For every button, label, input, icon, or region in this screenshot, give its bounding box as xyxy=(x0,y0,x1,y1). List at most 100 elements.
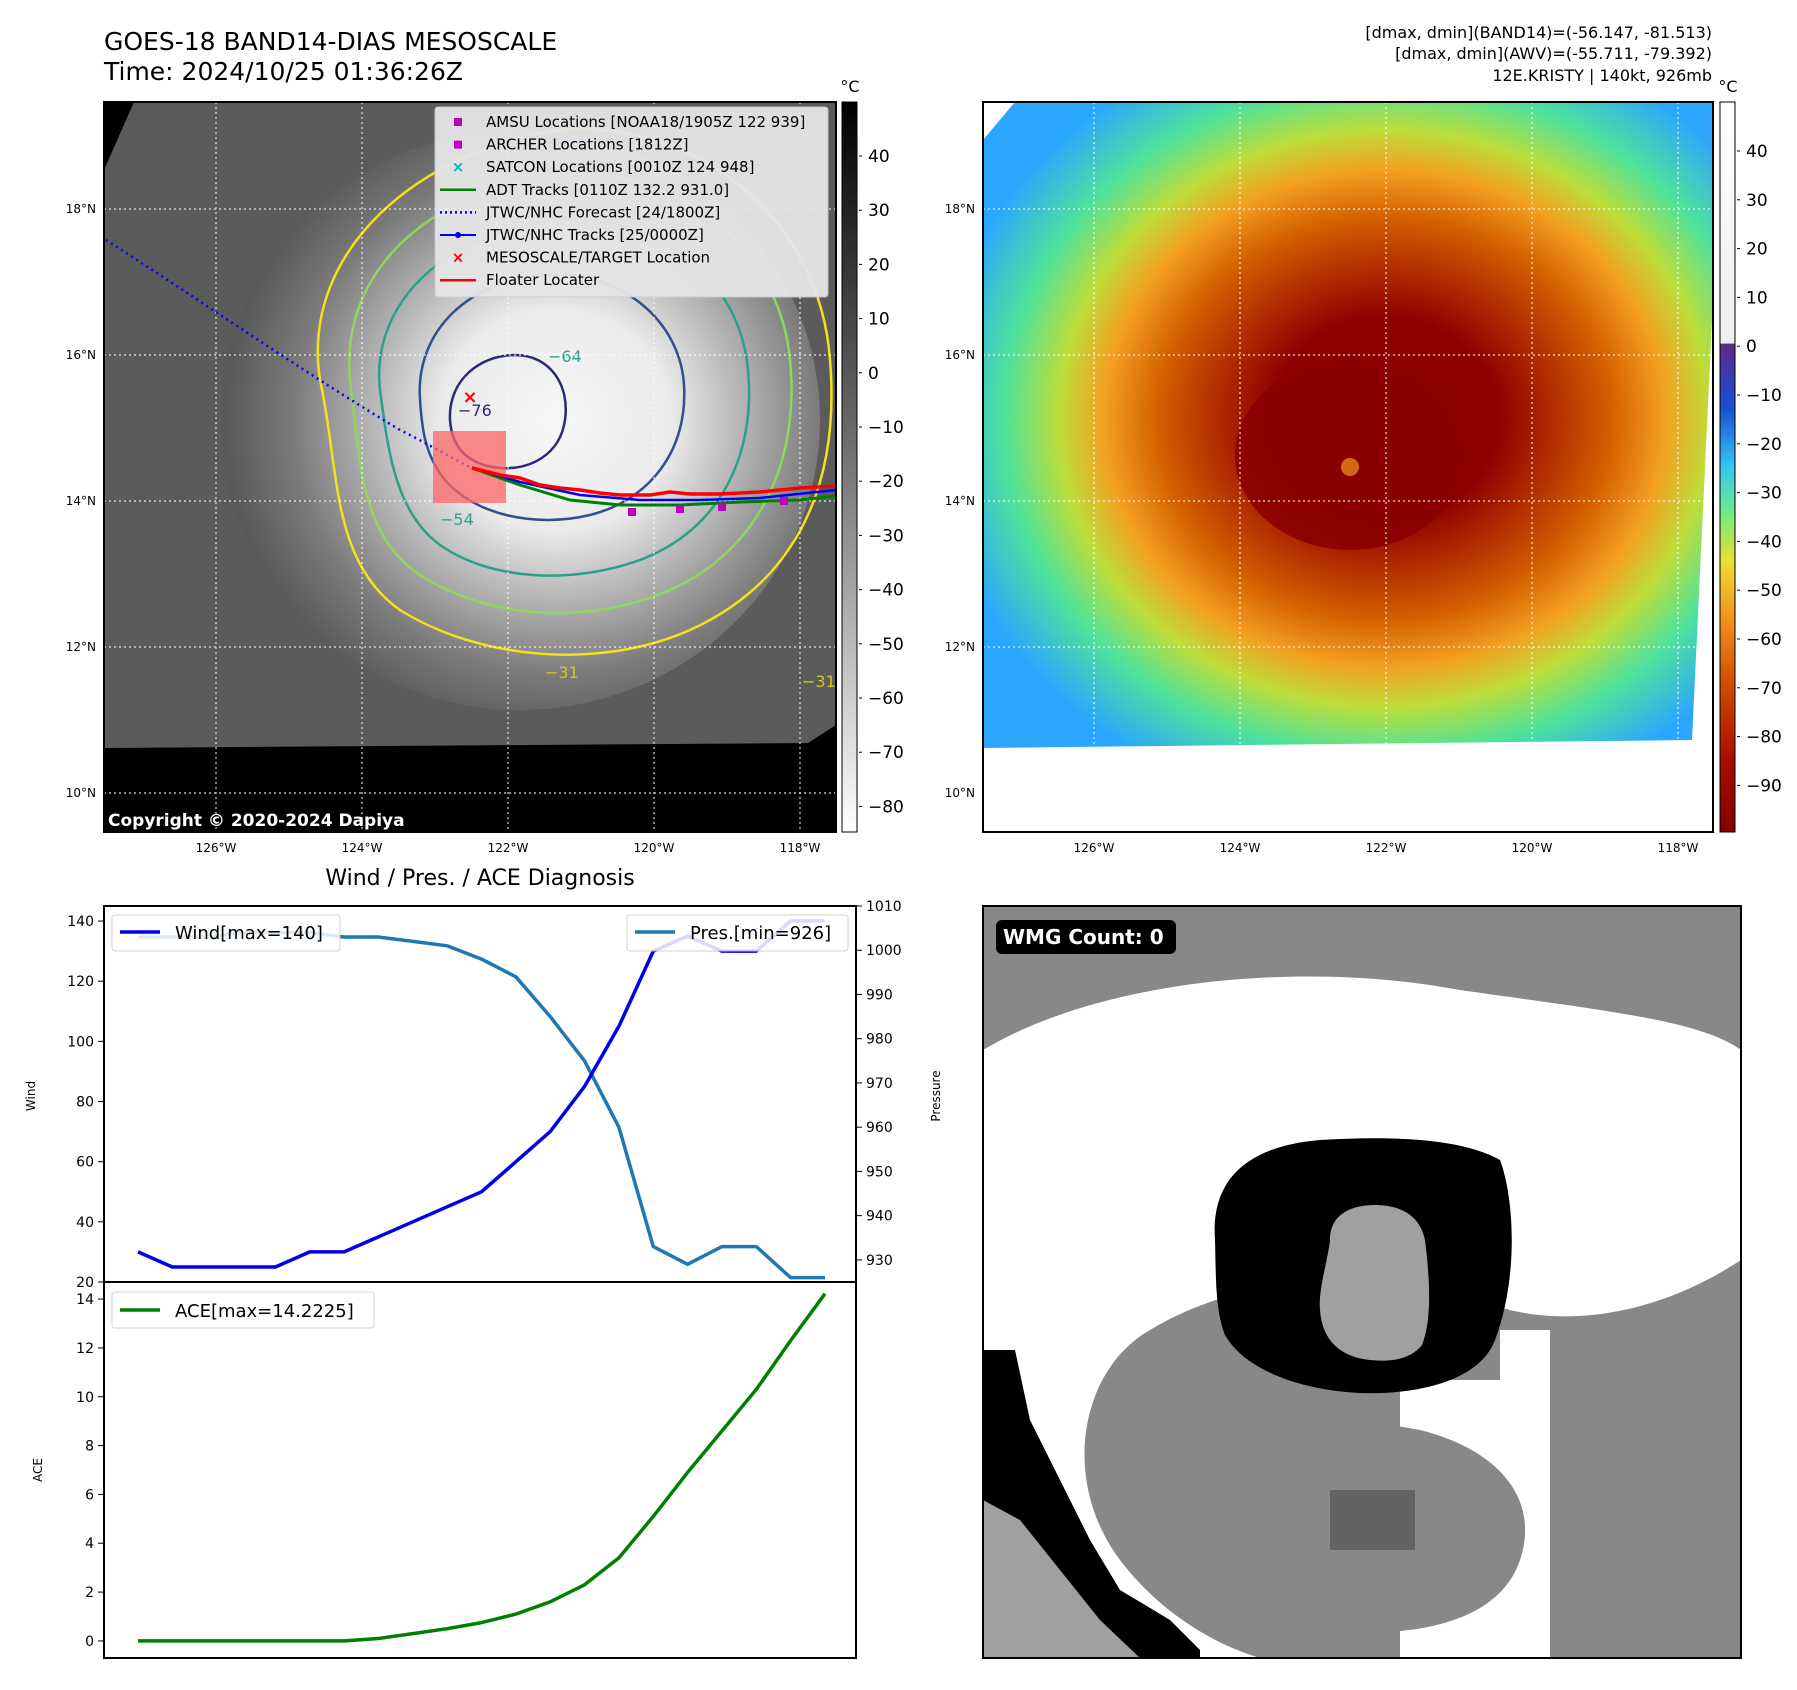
colorbar-tick: −30 xyxy=(1746,484,1782,504)
wind-tick: 60 xyxy=(76,1155,94,1171)
pressure-tick: 970 xyxy=(866,1076,893,1092)
mesoscale-target-box xyxy=(433,431,506,503)
legend-item-4: JTWC/NHC Forecast [24/1800Z] xyxy=(440,203,720,221)
colorbar-tick: −10 xyxy=(868,418,904,438)
colorbar-tick: −60 xyxy=(1746,630,1782,650)
pressure-axis-ticks: 1010 1000 990 980 970 960 950 940 930 xyxy=(856,899,902,1269)
ir-colorbar xyxy=(841,101,858,833)
diagnosis-title: Wind / Pres. / ACE Diagnosis xyxy=(325,866,634,891)
colorbar-tick: 0 xyxy=(868,364,879,384)
legend-item-1: ARCHER Locations [1812Z] xyxy=(454,136,689,154)
ir-lon-labels: 126°W 124°W 122°W 120°W 118°W xyxy=(196,841,821,855)
lat-label: 12°N xyxy=(945,640,975,654)
storm-info: 12E.KRISTY | 140kt, 926mb xyxy=(1492,66,1712,85)
colorbar-tick: −80 xyxy=(868,797,904,817)
wind-tick: 20 xyxy=(76,1275,94,1291)
colorbar-tick: −70 xyxy=(868,743,904,763)
svg-text:Pres.[min=926]: Pres.[min=926] xyxy=(690,923,831,944)
lat-label: 10°N xyxy=(945,786,975,800)
awv-colorbar-ticks: 40 30 20 10 0 −10 −20 −30 −40 −50 −60 −70 −80 −90 xyxy=(1737,142,1782,796)
colorbar-tick: −90 xyxy=(1746,776,1782,796)
lon-label: 120°W xyxy=(634,841,675,855)
colorbar-tick: 40 xyxy=(1746,142,1768,162)
legend-item-label: MESOSCALE/TARGET Location xyxy=(486,249,710,267)
lat-label: 16°N xyxy=(66,348,96,362)
lon-label: 124°W xyxy=(1220,841,1261,855)
ace-tick: 0 xyxy=(85,1634,94,1650)
mesoscale-target-marker: × xyxy=(462,387,477,408)
legend-item-label: ARCHER Locations [1812Z] xyxy=(486,136,689,154)
colorbar-tick: 30 xyxy=(1746,191,1768,211)
pressure-tick: 1000 xyxy=(866,943,902,959)
lat-label: 10°N xyxy=(66,786,96,800)
svg-text:×: × xyxy=(452,249,465,267)
pressure-tick: 930 xyxy=(866,1253,893,1269)
colorbar-tick: 20 xyxy=(1746,240,1768,260)
pressure-tick: 950 xyxy=(866,1164,893,1180)
colorbar-tick: 40 xyxy=(868,147,890,167)
contour-label-54: −54 xyxy=(440,510,474,529)
contour-label-31b: −31 xyxy=(802,672,836,691)
legend-item-7: Floater Locater xyxy=(440,271,600,289)
contour-label-76: −76 xyxy=(458,401,492,420)
awv-gridlines xyxy=(983,102,1713,832)
ace-axes xyxy=(103,1281,857,1659)
svg-text:ACE[max=14.2225]: ACE[max=14.2225] xyxy=(175,1301,354,1322)
figure-time: Time: 2024/10/25 01:36:26Z xyxy=(103,57,463,86)
ace-tick: 6 xyxy=(85,1487,94,1503)
colorbar-tick: −10 xyxy=(1746,386,1782,406)
lon-label: 122°W xyxy=(488,841,529,855)
awv-map-panel: 18°N 16°N 14°N 12°N 10°N 126°W 124°W 122°W 120°… xyxy=(945,77,1782,855)
svg-text:×: × xyxy=(452,158,465,176)
lon-label: 120°W xyxy=(1512,841,1553,855)
wmg-count-badge xyxy=(996,920,1176,954)
legend-item-label: AMSU Locations [NOAA18/1905Z 122 939] xyxy=(486,113,805,131)
wind-tick: 40 xyxy=(76,1215,94,1231)
wind-tick: 120 xyxy=(67,974,94,990)
legend-item-0: AMSU Locations [NOAA18/1905Z 122 939] xyxy=(454,113,805,131)
amsu-markers xyxy=(628,497,788,516)
ir-legend: AMSU Locations [NOAA18/1905Z 122 939] ARC… xyxy=(434,106,829,298)
lon-label: 124°W xyxy=(342,841,383,855)
ir-lat-labels: 18°N 16°N 14°N 12°N 10°N xyxy=(66,202,96,800)
awv-eye xyxy=(1341,458,1359,476)
awv-colorbar-unit: °C xyxy=(1718,77,1737,96)
lon-label: 126°W xyxy=(1074,841,1115,855)
lat-label: 16°N xyxy=(945,348,975,362)
lat-label: 12°N xyxy=(66,640,96,654)
colorbar-tick: −20 xyxy=(1746,435,1782,455)
wmg-panel: WMG Count: 0 xyxy=(982,905,1742,1659)
colorbar-tick: 10 xyxy=(1746,288,1768,308)
colorbar-tick: −30 xyxy=(868,526,904,546)
wind-legend: Wind[max=140] xyxy=(111,914,341,952)
ir-colorbar-ticks: 40 30 20 10 0 −10 −20 −30 −40 −50 −60 −70 −80 xyxy=(859,147,904,817)
colorbar-tick: −40 xyxy=(868,581,904,601)
jtwc-track xyxy=(471,466,836,502)
colorbar-tick: −50 xyxy=(1746,581,1782,601)
ace-ylabel: ACE xyxy=(31,1458,45,1482)
awv-stats: [dmax, dmin](AWV)=(-55.711, -79.392) xyxy=(1395,44,1712,63)
adt-track xyxy=(471,466,836,507)
legend-item-label: JTWC/NHC Forecast [24/1800Z] xyxy=(485,203,720,221)
diagnosis-panel: Wind / Pres. / ACE Diagnosis 14012010080… xyxy=(24,866,943,1659)
wind-tick: 140 xyxy=(67,914,94,930)
wind-pres-axes xyxy=(103,905,857,1283)
pressure-tick: 1010 xyxy=(866,899,902,915)
legend-item-label: JTWC/NHC Tracks [25/0000Z] xyxy=(485,226,704,244)
pressure-tick: 960 xyxy=(866,1120,893,1136)
colorbar-tick: −60 xyxy=(868,689,904,709)
pressure-tick: 990 xyxy=(866,987,893,1003)
ir-map-panel: −64 −76 −54 −31 −31 xyxy=(66,77,904,855)
colorbar-tick: 30 xyxy=(868,201,890,221)
legend-item-6: × MESOSCALE/TARGET Location xyxy=(452,249,710,267)
awv-lon-labels: 126°W 124°W 122°W 120°W 118°W xyxy=(1074,841,1699,855)
pressure-legend: Pres.[min=926] xyxy=(626,914,849,952)
svg-text:Wind[max=140]: Wind[max=140] xyxy=(175,923,323,944)
lat-label: 14°N xyxy=(66,494,96,508)
pressure-ylabel: Pressure xyxy=(929,1070,943,1121)
colorbar-tick: −40 xyxy=(1746,532,1782,552)
legend-item-3: ADT Tracks [0110Z 132.2 931.0] xyxy=(440,181,729,199)
legend-item-label: ADT Tracks [0110Z 132.2 931.0] xyxy=(486,181,729,199)
wmg-white-zone xyxy=(983,976,1741,1658)
ace-legend: ACE[max=14.2225] xyxy=(111,1291,375,1329)
